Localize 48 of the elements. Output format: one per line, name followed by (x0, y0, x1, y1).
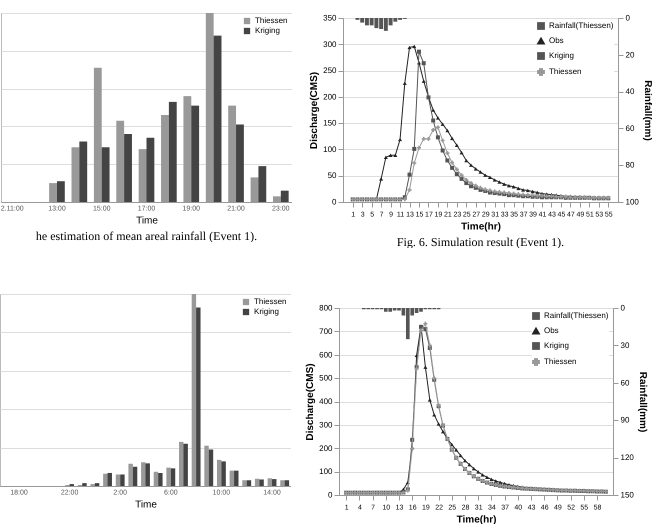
y-tick-label: 400 (319, 397, 334, 406)
y-tick-label: 100 (319, 467, 334, 476)
y2-tick-label: 0 (620, 304, 626, 312)
y2-tick-label: 150 (620, 490, 634, 500)
legend-label: Obs (549, 36, 564, 45)
y2-tick-label: 100 (626, 198, 640, 206)
y-tick-label: 100 (323, 144, 338, 154)
y2-axis-title: Rainfall(mm) (642, 80, 652, 141)
y-tick-label: 800 (319, 304, 334, 312)
legend-label: Thiessen (544, 357, 576, 366)
y-tick-label: 500 (319, 374, 334, 383)
legend-label: Rainfall(Thiessen) (544, 311, 609, 320)
x-axis-title: Time (136, 216, 158, 226)
legend-label: Rainfall(Thiessen) (549, 21, 614, 30)
y2-tick-label: 60 (620, 378, 630, 388)
legend-label: Kriging (544, 341, 569, 350)
legend-label: Thiessen (255, 16, 288, 25)
legend-label: Kriging (255, 26, 280, 35)
legend-label: Thiessen (549, 67, 582, 76)
y2-tick-label: 80 (626, 160, 635, 170)
y-tick-label: 0 (328, 490, 334, 500)
x-axis-title: Time (135, 500, 158, 510)
y-tick-label: 300 (319, 420, 334, 430)
y2-tick-label: 20 (626, 50, 635, 60)
legend-label: Obs (544, 326, 559, 335)
y-tick-label: 50 (328, 171, 338, 180)
y-tick-label: 700 (319, 326, 334, 336)
y-tick-label: 300 (323, 40, 338, 49)
legend-label: Kriging (254, 307, 279, 316)
y2-tick-label: 60 (626, 124, 635, 133)
y2-tick-label: 40 (626, 87, 635, 96)
y-tick-label: 200 (323, 92, 338, 102)
legend-label: Kriging (549, 51, 574, 60)
y2-axis-title: Rainfall(mm) (636, 372, 648, 432)
y-tick-label: 600 (319, 350, 334, 360)
y2-tick-label: 30 (620, 340, 630, 350)
y-tick-label: 350 (323, 14, 338, 22)
y-tick-label: 250 (323, 66, 338, 76)
x-axis-title: Time(hr) (461, 222, 501, 232)
legend-label: Thiessen (254, 297, 286, 306)
y2-tick-label: 90 (620, 416, 630, 425)
y-tick-label: 200 (319, 444, 334, 453)
y2-tick-label: 120 (620, 453, 634, 462)
y-tick-label: 0 (332, 198, 338, 206)
y-axis-title: Discharge(CMS) (305, 363, 316, 441)
y-axis-title: Discharge(CMS) (309, 72, 320, 150)
y-tick-label: 150 (323, 118, 338, 128)
y2-tick-label: 0 (626, 14, 630, 22)
